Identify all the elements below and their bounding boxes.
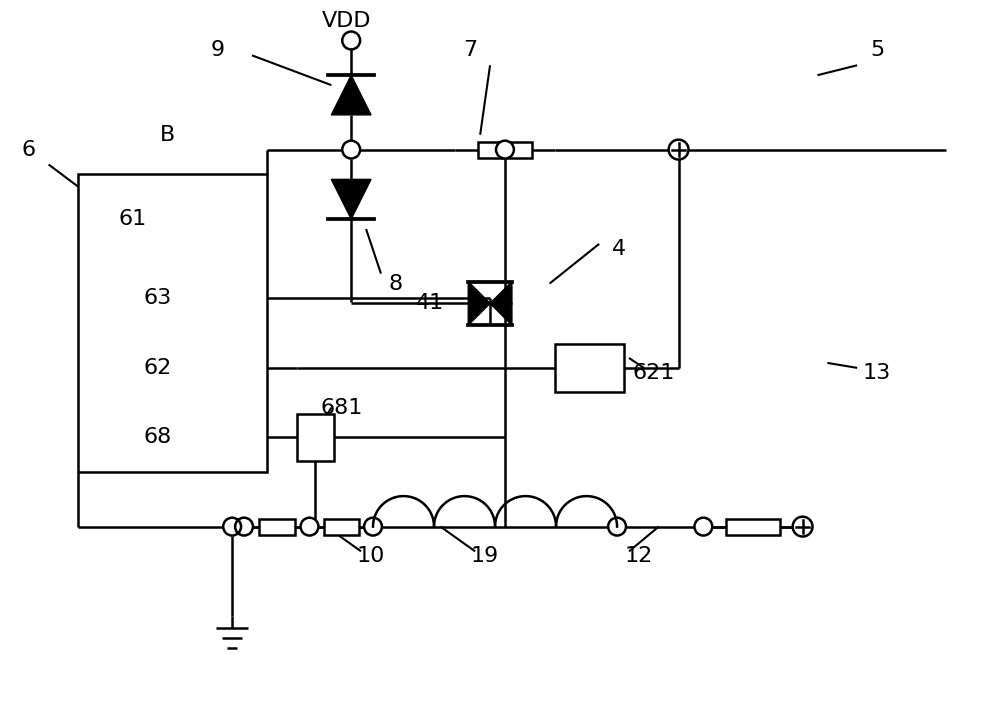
Text: 12: 12 — [625, 546, 653, 567]
Text: B: B — [160, 124, 175, 145]
Text: 19: 19 — [471, 546, 499, 567]
Polygon shape — [331, 179, 371, 219]
Bar — [555, 344, 624, 392]
Bar — [478, 142, 532, 157]
Text: VDD: VDD — [321, 11, 371, 31]
Text: 13: 13 — [863, 363, 891, 383]
Text: 621: 621 — [633, 363, 675, 383]
Text: 61: 61 — [119, 209, 147, 229]
Circle shape — [364, 517, 382, 536]
Text: 8: 8 — [389, 273, 403, 294]
Circle shape — [223, 517, 241, 536]
Text: 62: 62 — [144, 358, 172, 378]
Circle shape — [608, 517, 626, 536]
Circle shape — [235, 517, 253, 536]
Text: 68: 68 — [144, 427, 172, 447]
Circle shape — [694, 517, 712, 536]
Text: 7: 7 — [463, 40, 477, 60]
Text: 41: 41 — [416, 293, 445, 314]
Bar — [324, 519, 359, 534]
Text: 6: 6 — [22, 140, 36, 160]
Text: 4: 4 — [612, 239, 626, 259]
Circle shape — [669, 140, 688, 160]
Circle shape — [793, 517, 813, 536]
Bar — [726, 519, 780, 534]
Polygon shape — [331, 75, 371, 115]
Polygon shape — [468, 282, 490, 325]
Circle shape — [496, 141, 514, 159]
Circle shape — [342, 32, 360, 49]
Text: 681: 681 — [320, 398, 362, 418]
Text: 63: 63 — [144, 288, 172, 309]
Text: 5: 5 — [870, 40, 884, 60]
Circle shape — [342, 141, 360, 159]
Text: 10: 10 — [357, 546, 385, 567]
Bar — [259, 519, 295, 534]
Text: 9: 9 — [210, 40, 224, 60]
Circle shape — [301, 517, 318, 536]
Bar — [297, 413, 334, 461]
Polygon shape — [490, 282, 512, 325]
Bar — [78, 174, 267, 472]
